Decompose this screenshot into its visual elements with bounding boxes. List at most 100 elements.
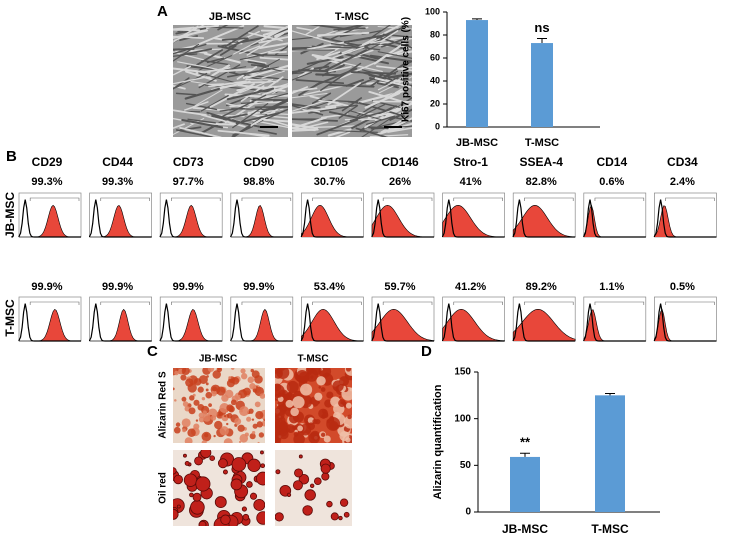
lipid-droplet bbox=[330, 512, 339, 521]
cell bbox=[206, 57, 225, 64]
marker-label: SSEA-4 bbox=[520, 155, 564, 169]
cell bbox=[207, 64, 231, 80]
stain bbox=[251, 370, 260, 379]
percent-label: 41.2% bbox=[455, 281, 486, 293]
cell bbox=[184, 87, 221, 100]
y-tick-label: 100 bbox=[454, 413, 471, 424]
cell bbox=[233, 130, 272, 137]
cell bbox=[217, 45, 264, 57]
stain bbox=[193, 399, 200, 406]
control-histogram bbox=[583, 303, 646, 342]
gate bbox=[524, 301, 574, 305]
row-label: T-MSC bbox=[3, 299, 17, 337]
cell bbox=[324, 49, 368, 72]
lipid-droplet bbox=[242, 513, 250, 521]
stain bbox=[251, 418, 255, 421]
y-tick-label: 150 bbox=[454, 367, 471, 378]
cell bbox=[366, 115, 396, 125]
gate bbox=[171, 301, 221, 305]
stain bbox=[226, 404, 234, 412]
cell bbox=[334, 131, 351, 137]
micrograph-texture bbox=[275, 454, 350, 522]
cell bbox=[222, 113, 248, 121]
stain bbox=[239, 406, 249, 417]
cell bbox=[249, 113, 288, 127]
cell bbox=[173, 117, 183, 121]
stain bbox=[219, 403, 230, 413]
stain bbox=[187, 428, 196, 437]
stain bbox=[173, 426, 181, 434]
cell bbox=[328, 66, 352, 73]
cell bbox=[219, 68, 253, 73]
stain bbox=[181, 396, 187, 402]
gate bbox=[453, 301, 503, 305]
gate bbox=[524, 197, 574, 201]
stain bbox=[231, 376, 240, 385]
stain bbox=[234, 417, 242, 425]
stain bbox=[308, 432, 320, 443]
cell bbox=[387, 72, 412, 79]
cell bbox=[259, 58, 280, 71]
cell bbox=[330, 25, 365, 40]
stain bbox=[195, 419, 199, 422]
lipid-droplet bbox=[247, 458, 261, 473]
stain bbox=[275, 431, 282, 443]
control-histogram bbox=[300, 199, 364, 238]
error-bar bbox=[537, 37, 547, 44]
lipid-droplet bbox=[256, 511, 265, 525]
bar bbox=[466, 20, 488, 127]
percent-label: 59.7% bbox=[384, 281, 415, 293]
gate bbox=[594, 197, 645, 201]
cell bbox=[308, 25, 347, 30]
cell bbox=[196, 25, 245, 46]
micrograph-texture bbox=[292, 25, 412, 137]
stain bbox=[249, 433, 256, 440]
control-histogram bbox=[442, 303, 505, 342]
marker-label: CD44 bbox=[102, 155, 133, 169]
control-histogram bbox=[89, 303, 152, 342]
stain bbox=[208, 403, 212, 407]
error-bar bbox=[520, 452, 530, 457]
stain bbox=[210, 415, 217, 421]
stain bbox=[297, 425, 303, 432]
lipid-droplet bbox=[292, 480, 303, 491]
cell bbox=[316, 31, 370, 37]
percent-label: 1.1% bbox=[599, 281, 624, 293]
cell bbox=[173, 117, 205, 136]
control-histogram bbox=[371, 199, 434, 238]
cell bbox=[190, 89, 223, 109]
cell bbox=[228, 38, 249, 49]
stain bbox=[276, 368, 290, 380]
cell bbox=[387, 127, 412, 133]
cell bbox=[350, 71, 397, 75]
control-histogram bbox=[512, 199, 576, 238]
cell bbox=[254, 64, 284, 72]
lipid-droplet bbox=[222, 469, 228, 475]
cell bbox=[356, 111, 382, 116]
gate bbox=[312, 197, 362, 201]
stain bbox=[202, 410, 207, 415]
percent-label: 26% bbox=[389, 176, 411, 188]
percent-label: 99.9% bbox=[102, 281, 133, 293]
stain bbox=[311, 368, 322, 376]
cell bbox=[274, 29, 288, 38]
y-tick-label: 40 bbox=[430, 75, 440, 85]
cell bbox=[292, 100, 326, 112]
cell bbox=[246, 32, 285, 56]
percent-label: 89.2% bbox=[526, 281, 557, 293]
cell bbox=[263, 25, 288, 30]
cell bbox=[295, 79, 345, 85]
micrograph-texture bbox=[173, 25, 288, 137]
stain bbox=[300, 383, 313, 396]
stain bbox=[212, 386, 218, 392]
y-tick-label: 20 bbox=[430, 98, 440, 108]
stain bbox=[251, 430, 256, 435]
gate bbox=[594, 301, 645, 305]
stain bbox=[230, 399, 237, 406]
stain bbox=[314, 392, 323, 401]
cell bbox=[306, 56, 344, 65]
cell bbox=[263, 118, 288, 123]
marker-label: CD34 bbox=[667, 155, 698, 169]
control-histogram bbox=[159, 199, 223, 238]
cell bbox=[292, 118, 339, 122]
